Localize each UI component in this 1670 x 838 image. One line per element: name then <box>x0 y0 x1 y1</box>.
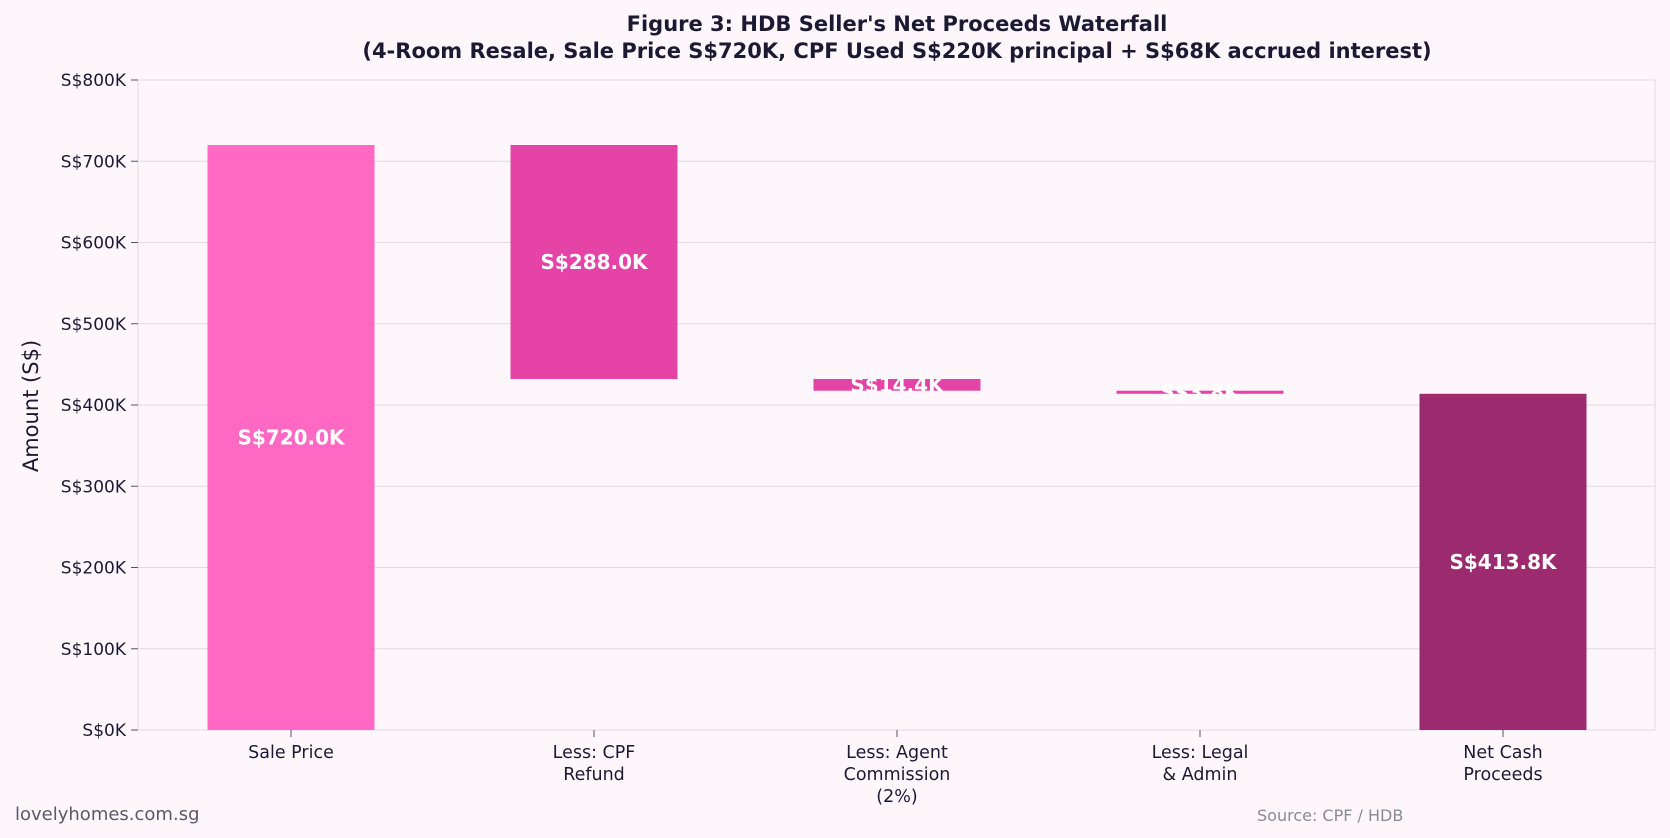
bar <box>207 145 375 730</box>
y-tick-label: S$500K <box>61 315 127 335</box>
bar-value-label: S$14.4K <box>850 373 945 397</box>
x-tick-label: Less: CPF <box>553 743 636 763</box>
source-note: Source: CPF / HDB <box>1257 806 1403 825</box>
x-tick-label: Refund <box>563 765 625 785</box>
y-axis-ticks: S$0K S$100K S$200K S$300K S$400K S$500K S$600K… <box>61 71 138 741</box>
bar <box>813 379 981 391</box>
x-tick-label: Proceeds <box>1463 765 1542 785</box>
x-tick-label: Net Cash <box>1463 743 1542 763</box>
x-tick-label: Less: Agent <box>846 743 948 763</box>
y-tick-label: S$600K <box>61 234 127 254</box>
bar <box>1419 393 1587 730</box>
y-tick-label: S$0K <box>82 721 126 741</box>
y-tick-label: S$700K <box>61 152 127 172</box>
x-tick-label: Commission <box>844 765 951 785</box>
bars: S$720.0K S$288.0K S$14.4K S$3.8K S$413.8K <box>207 145 1587 730</box>
bar-value-label: S$288.0K <box>540 250 649 274</box>
bar <box>1116 390 1284 394</box>
y-tick-label: S$200K <box>61 559 127 579</box>
x-tick-label: & Admin <box>1163 765 1238 785</box>
site-watermark: lovelyhomes.com.sg <box>15 804 200 825</box>
chart-title: Figure 3: HDB Seller's Net Proceeds Wate… <box>627 12 1168 36</box>
grid-lines <box>138 79 1655 731</box>
bar-value-label: S$720.0K <box>237 426 346 450</box>
bar-value-label: S$413.8K <box>1449 550 1558 574</box>
y-tick-label: S$100K <box>61 640 127 660</box>
x-tick-label: Sale Price <box>248 743 334 763</box>
bar <box>510 145 678 379</box>
x-tick-label: (2%) <box>876 787 917 807</box>
y-tick-label: S$300K <box>61 477 127 497</box>
chart-subtitle: (4-Room Resale, Sale Price S$720K, CPF U… <box>362 39 1431 63</box>
y-tick-label: S$800K <box>61 71 127 91</box>
y-tick-label: S$400K <box>61 396 127 416</box>
bar-value-label: S$3.8K <box>1160 380 1241 404</box>
x-tick-label: Less: Legal <box>1152 743 1249 763</box>
y-axis-label: Amount (S$) <box>19 340 43 472</box>
